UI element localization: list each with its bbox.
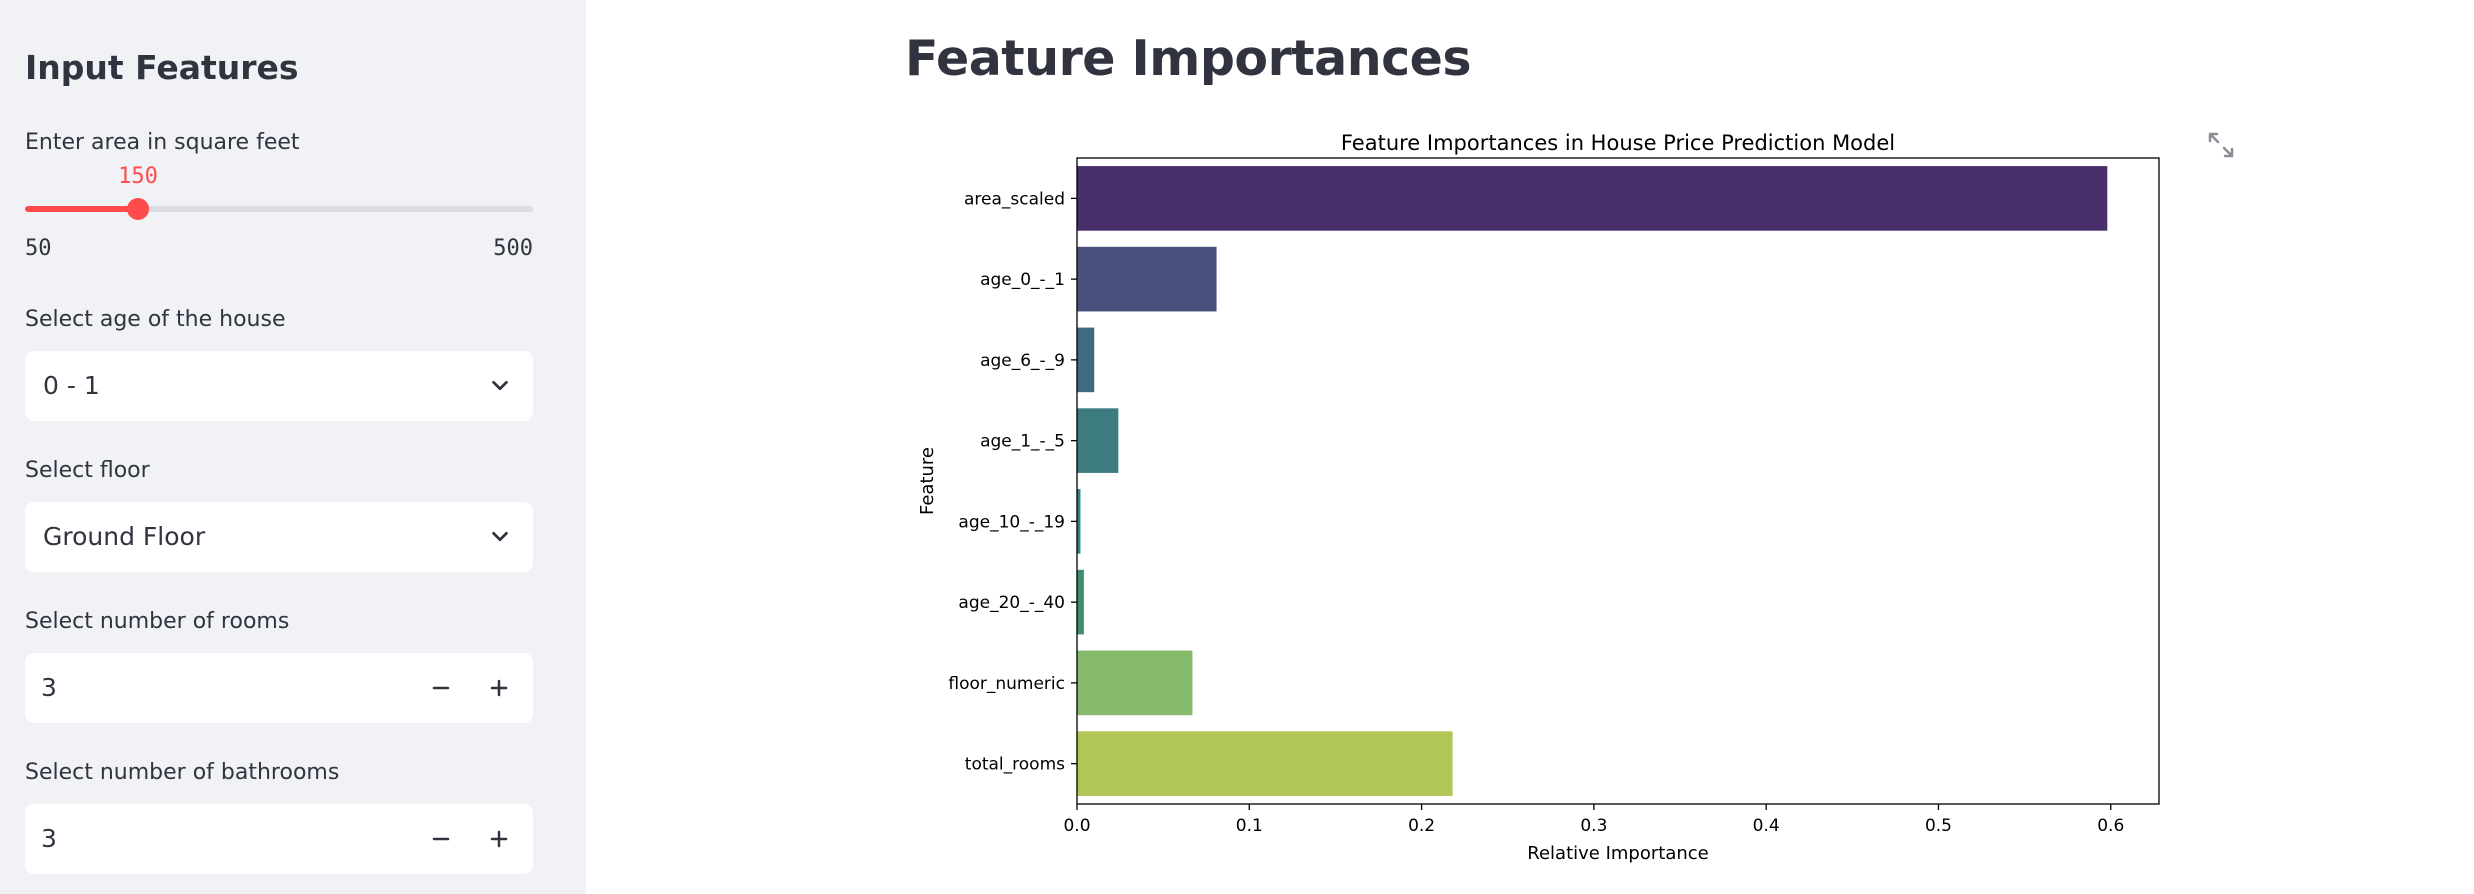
plus-icon xyxy=(490,679,508,697)
y-tick-label-total_rooms: total_rooms xyxy=(965,755,1065,775)
floor-select[interactable]: Ground Floor xyxy=(25,502,533,572)
area-slider-min: 50 xyxy=(25,236,52,261)
x-tick-label-0.6: 0.6 xyxy=(2097,816,2124,836)
y-tick-label-age_6_-_9: age_6_-_9 xyxy=(980,351,1065,371)
rooms-label: Select number of rooms xyxy=(25,609,290,634)
rooms-decrement-button[interactable] xyxy=(412,653,470,723)
floor-select-value: Ground Floor xyxy=(43,522,206,551)
x-axis-label: Relative Importance xyxy=(1527,843,1708,864)
bar-age_6_-_9 xyxy=(1077,327,1095,393)
expand-icon[interactable] xyxy=(2206,130,2236,160)
bar-total_rooms xyxy=(1077,731,1453,796)
y-tick-label-age_1_-_5: age_1_-_5 xyxy=(980,432,1065,452)
bathrooms-input-value[interactable]: 3 xyxy=(41,824,57,853)
bar-area_scaled xyxy=(1077,166,2108,231)
minus-icon xyxy=(432,837,450,841)
x-tick-label-0.2: 0.2 xyxy=(1408,816,1435,836)
floor-label: Select floor xyxy=(25,458,150,483)
sidebar: Input Features Enter area in square feet… xyxy=(0,0,586,894)
chevron-down-icon xyxy=(492,531,508,542)
y-tick-label-age_0_-_1: age_0_-_1 xyxy=(980,270,1065,290)
sidebar-title: Input Features xyxy=(25,48,299,87)
chevron-down-icon xyxy=(492,380,508,391)
y-tick-label-age_20_-_40: age_20_-_40 xyxy=(958,593,1065,613)
area-slider-max: 500 xyxy=(493,236,533,261)
area-label: Enter area in square feet xyxy=(25,130,300,155)
bar-age_20_-_40 xyxy=(1077,569,1084,635)
y-tick-label-floor_numeric: floor_numeric xyxy=(948,674,1065,694)
bathrooms-number-input[interactable]: 3 xyxy=(25,804,533,874)
x-tick-label-0.5: 0.5 xyxy=(1925,816,1952,836)
age-select-value: 0 - 1 xyxy=(43,371,100,400)
area-slider-value: 150 xyxy=(118,164,158,189)
area-slider[interactable]: 150 xyxy=(25,164,533,220)
feature-importance-chart: Feature Importances in House Price Predi… xyxy=(917,131,2160,864)
age-select[interactable]: 0 - 1 xyxy=(25,351,533,421)
rooms-increment-button[interactable] xyxy=(470,653,528,723)
rooms-input-value[interactable]: 3 xyxy=(41,673,57,702)
x-tick-label-0.0: 0.0 xyxy=(1063,816,1090,836)
page-title: Feature Importances xyxy=(905,30,1472,87)
age-label: Select age of the house xyxy=(25,307,286,332)
y-tick-label-area_scaled: area_scaled xyxy=(964,189,1065,209)
chart-title: Feature Importances in House Price Predi… xyxy=(1341,131,1895,155)
plot-frame xyxy=(1076,157,2160,805)
bathrooms-label: Select number of bathrooms xyxy=(25,760,340,785)
area-slider-thumb[interactable] xyxy=(127,198,149,220)
x-tick-label-0.3: 0.3 xyxy=(1580,816,1607,836)
x-tick-label-0.4: 0.4 xyxy=(1753,816,1780,836)
bathrooms-increment-button[interactable] xyxy=(470,804,528,874)
bar-age_10_-_19 xyxy=(1077,489,1081,554)
x-tick-label-0.1: 0.1 xyxy=(1236,816,1263,836)
bathrooms-decrement-button[interactable] xyxy=(412,804,470,874)
bar-floor_numeric xyxy=(1077,650,1193,716)
y-axis-label: Feature xyxy=(917,447,938,515)
plus-icon xyxy=(490,830,508,848)
bar-age_1_-_5 xyxy=(1077,408,1119,473)
area-slider-fill xyxy=(25,206,138,212)
y-tick-label-age_10_-_19: age_10_-_19 xyxy=(958,512,1065,532)
minus-icon xyxy=(432,686,450,690)
bar-age_0_-_1 xyxy=(1077,246,1217,312)
rooms-number-input[interactable]: 3 xyxy=(25,653,533,723)
